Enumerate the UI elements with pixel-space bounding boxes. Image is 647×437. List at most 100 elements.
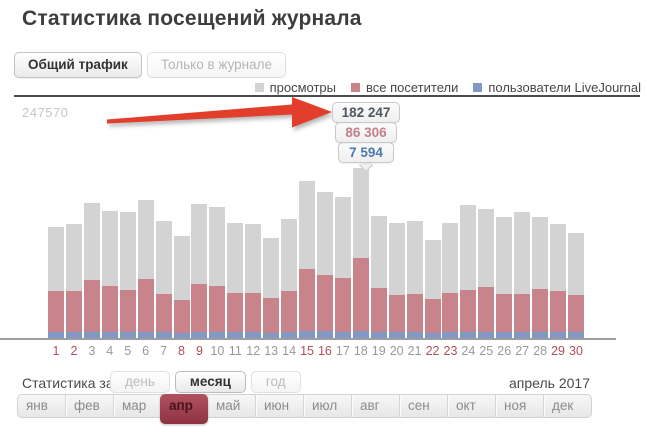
month-tab-сен[interactable]: сен — [399, 395, 447, 417]
bar-segment-views — [119, 212, 136, 290]
bar-day-24[interactable] — [460, 204, 477, 338]
bar-day-15[interactable] — [299, 180, 316, 338]
day-label-23: 23 — [443, 344, 458, 358]
legend-item: пользователи LiveJournal — [473, 80, 641, 95]
legend-item: просмотры — [254, 80, 336, 95]
bar-day-16[interactable] — [316, 191, 333, 338]
bar-segment-visitors — [119, 289, 136, 333]
bar-day-22[interactable] — [424, 240, 441, 338]
bar-day-19[interactable] — [370, 216, 387, 338]
bar-segment-ljusers — [478, 331, 495, 338]
day-label-12: 12 — [246, 344, 261, 358]
month-tab-фев[interactable]: фев — [65, 395, 113, 417]
bar-segment-ljusers — [460, 331, 477, 338]
bar-day-13[interactable] — [263, 238, 280, 338]
bar-segment-ljusers — [316, 331, 333, 338]
page-title: Статистика посещений журнала — [22, 7, 362, 30]
day-label-2: 2 — [70, 344, 78, 358]
month-tab-окт[interactable]: окт — [447, 395, 495, 417]
tooltip-views-value: 182 247 — [332, 102, 400, 123]
day-label-14: 14 — [282, 344, 297, 358]
bar-day-2[interactable] — [65, 223, 82, 338]
bar-day-26[interactable] — [496, 217, 513, 338]
month-tab-апр[interactable]: апр — [160, 394, 208, 424]
month-tab-июн[interactable]: июн — [255, 395, 303, 417]
month-tab-дек[interactable]: дек — [543, 395, 591, 417]
x-axis-line — [0, 338, 616, 340]
bar-day-8[interactable] — [173, 235, 190, 338]
bar-day-29[interactable] — [550, 224, 567, 338]
period-button-год[interactable]: год — [250, 371, 301, 393]
month-tab-май[interactable]: май — [216, 398, 241, 413]
traffic-tabs: Общий трафик Только в журнале — [14, 52, 287, 78]
day-label-28: 28 — [533, 344, 548, 358]
bar-segment-ljusers — [442, 332, 459, 338]
bar-day-14[interactable] — [281, 218, 298, 338]
day-label-19: 19 — [371, 344, 386, 358]
bar-segment-visitors — [352, 257, 369, 331]
day-label-15: 15 — [300, 344, 314, 358]
bar-day-4[interactable] — [101, 210, 118, 338]
bar-segment-views — [532, 217, 549, 289]
bar-segment-visitors — [424, 299, 441, 333]
bar-segment-views — [316, 191, 333, 275]
day-label-18: 18 — [353, 344, 368, 358]
legend-swatch-icon — [351, 83, 360, 92]
legend-item: все посетители — [351, 80, 458, 95]
bar-day-30[interactable] — [567, 232, 584, 338]
day-label-3: 3 — [88, 344, 96, 358]
month-strip: янв фев мар апр май июн июл авг сен окт ноя дек — [17, 394, 592, 424]
day-label-21: 21 — [407, 344, 422, 358]
bar-day-7[interactable] — [155, 220, 172, 338]
tab-total-traffic[interactable]: Общий трафик — [14, 52, 142, 78]
bar-day-18[interactable] — [352, 168, 369, 338]
bar-day-12[interactable] — [245, 224, 262, 338]
bar-segment-views — [173, 235, 190, 301]
bar-segment-visitors — [550, 291, 567, 333]
period-button-месяц[interactable]: месяц — [174, 371, 246, 393]
period-button-день[interactable]: день — [110, 371, 170, 393]
bar-segment-ljusers — [514, 332, 531, 338]
tooltip-visitors-value: 86 306 — [335, 122, 397, 143]
bar-segment-visitors — [65, 290, 82, 333]
bar-day-28[interactable] — [532, 217, 549, 338]
month-tab-ноя[interactable]: ноя — [495, 395, 543, 417]
day-label-17: 17 — [335, 344, 350, 358]
bar-day-21[interactable] — [406, 220, 423, 338]
bar-segment-views — [370, 216, 387, 288]
day-label-26: 26 — [497, 344, 512, 358]
bar-day-3[interactable] — [83, 203, 100, 338]
bar-segment-visitors — [155, 294, 172, 333]
bar-day-27[interactable] — [514, 212, 531, 338]
bar-segment-visitors — [532, 288, 549, 332]
month-tab-авг[interactable]: авг — [351, 395, 399, 417]
bar-day-5[interactable] — [119, 212, 136, 338]
day-label-13: 13 — [264, 344, 279, 358]
bar-segment-views — [496, 217, 513, 294]
month-tab-июл[interactable]: июл — [303, 395, 351, 417]
bar-segment-ljusers — [334, 331, 351, 338]
bar-day-17[interactable] — [334, 196, 351, 338]
bar-day-1[interactable] — [48, 227, 64, 338]
bar-segment-visitors — [316, 274, 333, 332]
bar-day-25[interactable] — [478, 208, 495, 338]
month-tab-мар[interactable]: мар — [113, 395, 161, 417]
bar-day-9[interactable] — [191, 203, 208, 338]
bar-day-11[interactable] — [227, 222, 244, 338]
bar-segment-visitors — [299, 269, 316, 332]
bar-day-10[interactable] — [209, 206, 226, 338]
bar-segment-views — [388, 222, 405, 296]
month-tab-янв[interactable]: янв — [26, 398, 48, 413]
bar-segment-ljusers — [406, 332, 423, 338]
bar-day-23[interactable] — [442, 222, 459, 338]
chart-bars — [0, 96, 647, 338]
bar-day-6[interactable] — [137, 200, 154, 338]
bar-segment-visitors — [281, 290, 298, 333]
bar-segment-views — [263, 238, 280, 298]
bar-segment-views — [155, 220, 172, 295]
tab-journal-only[interactable]: Только в журнале — [146, 52, 287, 78]
bar-segment-ljusers — [227, 332, 244, 338]
legend-label: пользователи LiveJournal — [488, 80, 641, 95]
bar-day-20[interactable] — [388, 222, 405, 338]
day-label-25: 25 — [479, 344, 494, 358]
